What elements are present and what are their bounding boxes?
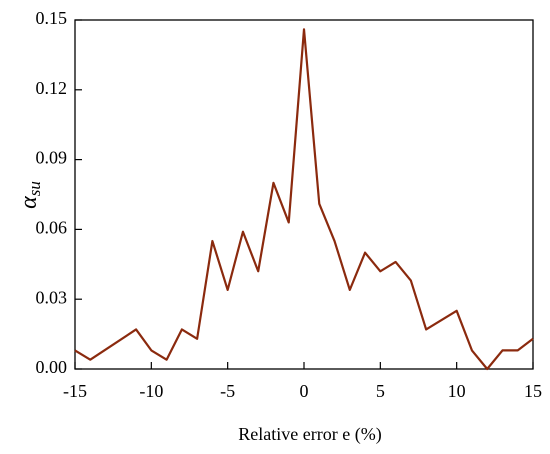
x-tick-label: 5 <box>376 381 385 401</box>
y-tick-label: 0.15 <box>36 8 68 28</box>
y-tick-label: 0.00 <box>36 357 68 377</box>
x-tick-label: -10 <box>139 381 163 401</box>
x-tick-label: 15 <box>524 381 542 401</box>
y-tick-label: 0.12 <box>36 78 68 98</box>
x-tick-label: 10 <box>448 381 466 401</box>
x-tick-label: 0 <box>300 381 309 401</box>
x-axis-label: Relative error e (%) <box>238 424 381 445</box>
y-tick-label: 0.03 <box>36 287 68 307</box>
y-label-symbol: α <box>16 196 42 209</box>
y-tick-label: 0.09 <box>36 148 68 168</box>
plot-frame <box>74 19 534 370</box>
y-axis-label: αsu <box>16 181 44 209</box>
data-line <box>74 28 534 371</box>
x-tick-label: -15 <box>63 381 87 401</box>
y-tick-label: 0.06 <box>36 218 68 238</box>
x-tick-label: -5 <box>220 381 235 401</box>
y-label-subscript: su <box>25 181 44 196</box>
